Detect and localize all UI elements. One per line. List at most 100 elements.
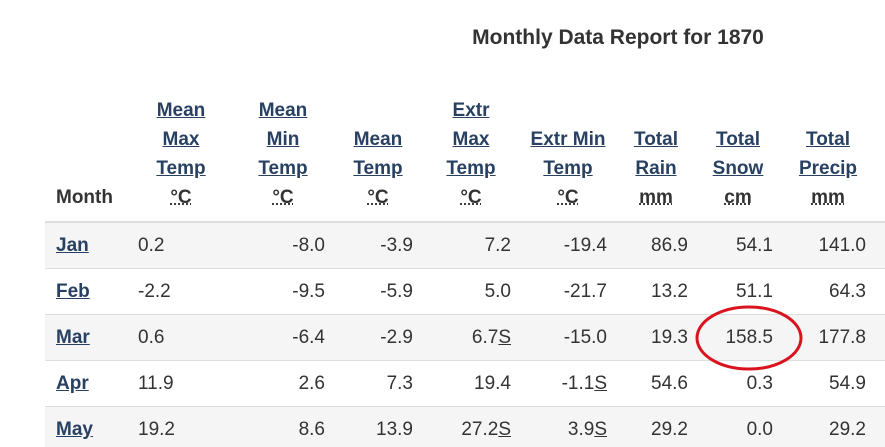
column-header-link[interactable]: Extr Max Temp	[446, 100, 496, 179]
table-cell: 27.2S	[461, 407, 511, 447]
table-cell: -6.4	[292, 315, 325, 360]
cell-value: 29.2	[651, 419, 688, 440]
data-flag[interactable]: S	[498, 419, 511, 440]
report-title: Monthly Data Report for 1870	[472, 26, 764, 49]
table-cell: 7.3	[387, 361, 413, 406]
cell-value: 0.2	[138, 235, 165, 256]
table-cell: 29.2	[829, 407, 866, 447]
column-unit: cm	[724, 187, 752, 208]
column-header-link[interactable]: Mean Min Temp	[258, 100, 308, 179]
cell-value: 7.3	[386, 373, 413, 394]
table-cell: -21.7	[564, 269, 607, 314]
table-cell: 3.9S	[568, 407, 607, 447]
table-cell: 19.4	[474, 361, 511, 406]
cell-value: -19.4	[563, 235, 607, 256]
cell-value: 54.6	[651, 373, 688, 394]
table-cell: 11.9	[138, 361, 174, 406]
table-cell: 158.5	[725, 315, 773, 360]
table-cell: 0.0	[747, 407, 773, 447]
table-cell: -3.9	[380, 223, 413, 268]
month-link[interactable]: May	[56, 419, 93, 440]
data-flag[interactable]: S	[594, 373, 607, 394]
column-header-link[interactable]: Total Rain	[634, 129, 678, 179]
table-cell: 2.6	[299, 361, 325, 406]
cell-value: 5.0	[484, 281, 511, 302]
cell-value: -5.9	[380, 281, 413, 302]
data-flag[interactable]: S	[594, 419, 607, 440]
cell-value: -3.9	[380, 235, 413, 256]
cell-value: 51.1	[736, 281, 773, 302]
cell-value: 7.2	[484, 235, 511, 256]
column-header-link[interactable]: Mean Temp	[353, 129, 403, 179]
cell-value: -2.9	[380, 327, 413, 348]
column-unit: mm	[811, 187, 845, 208]
cell-value: 141.0	[818, 235, 866, 256]
table-row: Mar 0.6 -6.4 -2.9 6.7S -15.0 19.3 158.5 177.8	[45, 315, 885, 361]
table-cell: 141.0	[818, 223, 866, 268]
column-header: Mean Temp °C	[340, 125, 416, 212]
table-cell: 0.6	[138, 315, 164, 360]
table-cell: -19.4	[564, 223, 607, 268]
column-header: Total Snow cm	[700, 125, 776, 212]
table-cell: -2.2	[138, 269, 171, 314]
column-header: Extr Max Temp °C	[433, 96, 509, 212]
column-unit: °C	[367, 187, 389, 208]
cell-value: 27.2	[461, 419, 499, 440]
cell-value: 0.6	[138, 327, 165, 348]
column-header: Total Precip mm	[790, 125, 866, 212]
column-header: Mean Min Temp °C	[245, 96, 321, 212]
table-cell: 0.3	[747, 361, 773, 406]
table-cell: 0.2	[138, 223, 164, 268]
column-header-link[interactable]: Mean Max Temp	[156, 100, 206, 179]
table-cell: 29.2	[651, 407, 688, 447]
column-unit: °C	[460, 187, 482, 208]
cell-value: 0.0	[746, 419, 773, 440]
table-cell: 6.7S	[472, 315, 511, 360]
column-header-link[interactable]: Total Precip	[798, 129, 858, 179]
cell-value: 54.1	[736, 235, 773, 256]
cell-value: 19.2	[138, 419, 175, 440]
cell-value: 177.8	[818, 327, 866, 348]
column-header-link[interactable]: Extr Min Temp	[530, 129, 606, 179]
table-cell: 5.0	[485, 269, 511, 314]
table-cell: -1.1S	[562, 361, 607, 406]
cell-value: 86.9	[651, 235, 688, 256]
cell-value: 64.3	[829, 281, 866, 302]
column-header: Extr Min Temp °C	[530, 125, 606, 212]
table-cell: 177.8	[818, 315, 866, 360]
table-cell: -2.9	[380, 315, 413, 360]
cell-value: 158.5	[725, 327, 773, 348]
column-unit: °C	[557, 187, 579, 208]
table-cell: 51.1	[736, 269, 773, 314]
cell-value: 0.3	[746, 373, 773, 394]
table-cell: 13.9	[376, 407, 413, 447]
cell-value: -9.5	[292, 281, 325, 302]
column-unit: °C	[272, 187, 294, 208]
column-unit: °C	[170, 187, 192, 208]
table-cell: 64.3	[829, 269, 866, 314]
table-cell: -15.0	[564, 315, 607, 360]
column-header: Mean Max Temp °C	[143, 96, 219, 212]
table-row: May 19.2 8.6 13.9 27.2S 3.9S 29.2 0.0 29.2	[45, 407, 885, 447]
table-cell: 54.6	[651, 361, 688, 406]
month-link[interactable]: Jan	[56, 235, 89, 256]
cell-value: 13.2	[651, 281, 688, 302]
table-cell: 13.2	[651, 269, 688, 314]
data-flag[interactable]: S	[498, 327, 511, 348]
cell-value: 13.9	[376, 419, 413, 440]
cell-value: 11.9	[138, 373, 174, 394]
table-row: Jan 0.2 -8.0 -3.9 7.2 -19.4 86.9 54.1 141.0	[45, 223, 885, 269]
table-cell: 54.9	[829, 361, 866, 406]
table-cell: 7.2	[485, 223, 511, 268]
cell-value: -2.2	[138, 281, 171, 302]
cell-value: 3.9	[567, 419, 595, 440]
column-header-link[interactable]: Total Snow	[712, 129, 764, 179]
table-cell: 54.1	[736, 223, 773, 268]
month-link[interactable]: Feb	[56, 281, 90, 302]
month-link[interactable]: Mar	[56, 327, 90, 348]
table-cell: 8.6	[299, 407, 325, 447]
cell-value: -1.1	[561, 373, 595, 394]
month-link[interactable]: Apr	[56, 373, 89, 394]
